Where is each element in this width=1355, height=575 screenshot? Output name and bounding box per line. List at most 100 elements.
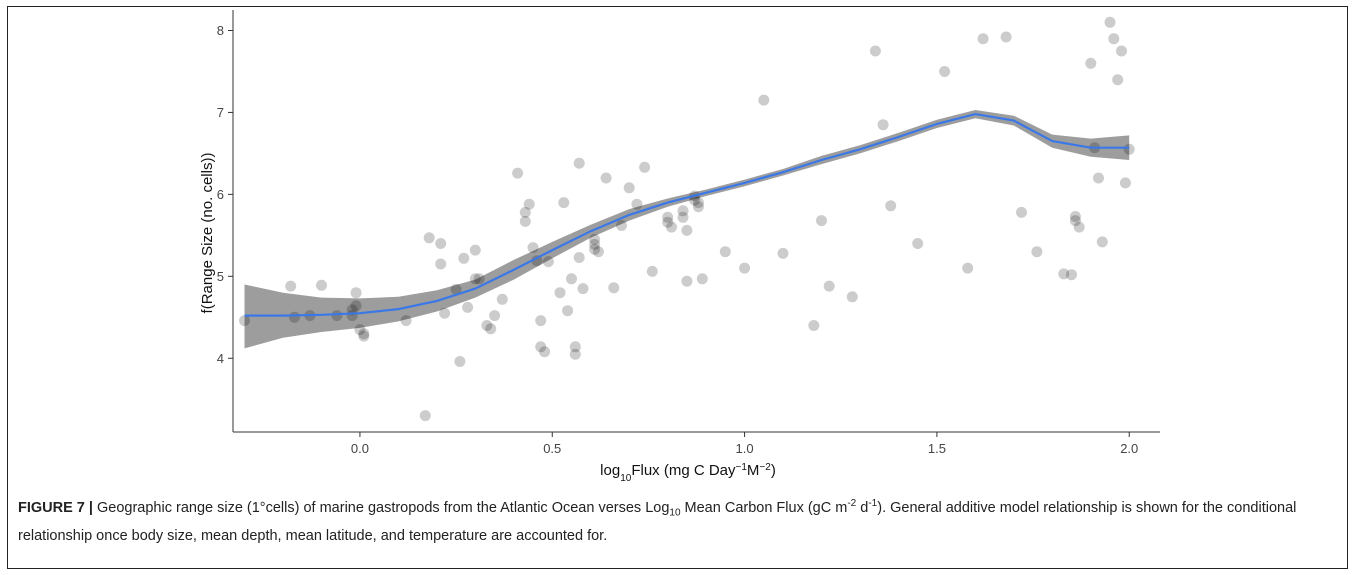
data-point [419,410,431,422]
data-point [435,238,447,249]
data-point [696,273,708,285]
data-point [681,224,693,236]
data-point [1093,172,1104,184]
data-point [589,233,601,245]
figure-label: FIGURE 7 | [18,499,93,516]
data-point [1031,246,1043,258]
data-point [1108,33,1120,45]
x-tick-label: 0.0 [351,441,369,456]
data-points-layer [239,16,1135,422]
caption-text-2: Mean Carbon Flux (gC m [680,499,848,516]
data-point [354,324,366,336]
y-tick-label: 6 [217,187,224,202]
data-point [523,198,535,210]
data-point [569,341,581,353]
figure-frame [7,6,1348,569]
data-point [316,279,327,291]
data-point [623,182,635,194]
data-point [462,301,474,313]
data-point [423,232,435,244]
data-point [496,293,508,305]
smooth-line [244,112,1130,317]
x-axis-title: log10Flux (mg C Day−1M−2) [600,462,776,484]
data-point [877,119,889,131]
data-point [573,157,585,169]
x-tick-label: 2.0 [1120,441,1138,456]
data-point [608,282,620,294]
data-point [677,205,689,217]
data-point [285,280,297,292]
data-point [454,356,466,367]
data-point [977,33,989,45]
data-point [589,238,601,250]
scatter-chart: 0.0 0.5 1.0 1.5 2.0 4 5 6 7 8 f(Range Size (no. c… [199,10,1160,484]
data-point [939,66,951,77]
data-point [592,246,604,258]
data-point [350,287,362,299]
data-point [527,242,539,254]
data-point [692,197,704,209]
data-point [823,280,835,292]
data-point [1058,268,1070,280]
y-tick-label: 7 [217,105,224,120]
y-tick-label: 4 [217,351,224,366]
data-point [1016,206,1027,218]
data-point [558,197,570,209]
y-axis-title: f(Range Size (no. cells)) [199,153,216,314]
data-point [358,330,370,342]
data-point [435,258,447,270]
caption-sup-2: -1 [868,498,878,509]
confidence-ribbon [244,110,1130,349]
data-point [512,167,524,179]
data-point [869,45,881,57]
data-point [473,273,485,285]
caption-text-3: d [856,499,869,516]
data-point [692,201,704,213]
data-point [539,346,551,358]
data-point [777,247,789,259]
data-point [808,320,820,331]
data-point [535,315,547,327]
data-point [400,315,412,327]
data-point [631,198,643,210]
axes-layer: 0.0 0.5 1.0 1.5 2.0 4 5 6 7 8 [217,10,1160,456]
data-point [912,238,924,249]
data-point [239,315,250,327]
data-point [489,310,501,322]
data-point [1123,143,1135,155]
data-point [662,216,674,228]
data-point [1119,177,1131,189]
data-point [1066,269,1077,281]
data-point [600,172,612,184]
data-point [358,328,370,340]
caption-text-1: Geographic range size (1°cells) of marin… [92,499,670,516]
data-point [331,310,343,322]
data-point [535,341,547,353]
data-point [666,221,677,233]
smooth-line-layer [244,112,1130,317]
data-point [1000,31,1012,43]
data-point [1069,215,1081,227]
data-point [562,305,574,317]
data-point [1116,45,1127,57]
data-point [662,211,674,223]
caption-sup-1: -2 [847,498,857,509]
data-point [531,255,543,267]
data-point [616,220,627,231]
data-point [758,94,770,106]
y-tick-label: 5 [217,269,224,284]
data-point [589,243,601,255]
y-tick-label: 8 [217,23,224,38]
data-point [458,252,470,264]
data-point [739,262,751,274]
data-point [677,211,689,223]
data-point [816,215,827,227]
data-point [469,244,481,256]
data-point [681,275,693,287]
data-point [485,323,497,335]
data-point [1096,236,1108,248]
data-point [646,265,658,277]
data-point [469,273,481,285]
data-point [1085,57,1097,69]
data-point [719,246,731,258]
